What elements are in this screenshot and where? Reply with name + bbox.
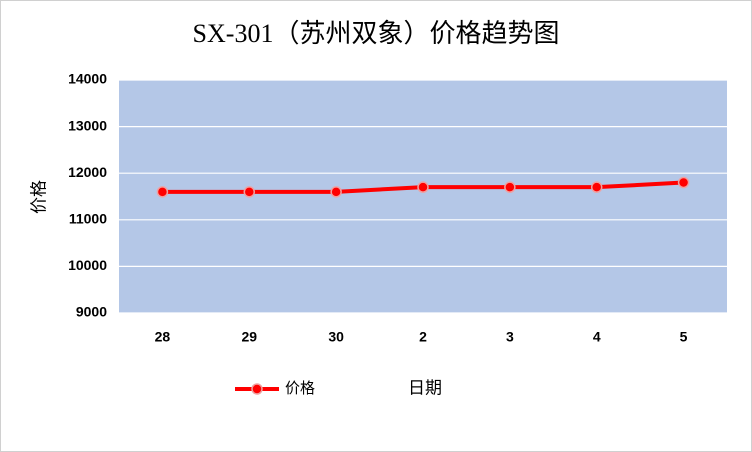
legend-marker [251, 383, 263, 395]
legend-label: 价格 [285, 380, 315, 397]
x-tick-label: 2 [419, 329, 427, 345]
point [417, 181, 429, 193]
x-tick-label: 5 [680, 329, 688, 345]
x-tick-label: 30 [328, 329, 344, 345]
x-tick-label: 28 [155, 329, 171, 345]
y-tick-label: 10000 [68, 257, 107, 273]
y-tick-label: 12000 [68, 164, 107, 180]
chart-title: SX-301（苏州双象）价格趋势图 [193, 19, 560, 48]
point [243, 186, 256, 198]
x-tick-label: 29 [241, 329, 257, 345]
plot-area [119, 80, 727, 313]
point [590, 181, 603, 193]
y-tick-label: 14000 [68, 71, 107, 87]
point [677, 176, 690, 189]
point [156, 186, 169, 198]
y-axis-label: 价格 [29, 180, 48, 214]
x-tick-label: 3 [506, 329, 514, 345]
x-tick-label: 4 [593, 329, 601, 345]
point [504, 181, 516, 193]
x-axis-label: 日期 [408, 378, 442, 397]
y-tick-label: 11000 [69, 211, 107, 227]
point [330, 186, 342, 198]
y-tick-label: 13000 [68, 117, 107, 133]
y-tick-label: 9000 [76, 304, 107, 320]
